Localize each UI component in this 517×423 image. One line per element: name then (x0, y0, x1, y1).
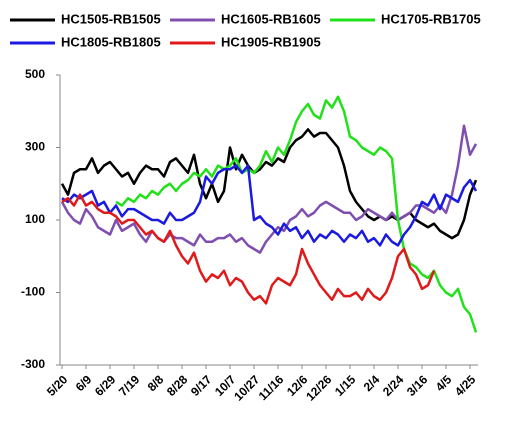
x-tick-label: 11/16 (256, 372, 287, 403)
x-tick-label: 4/25 (452, 372, 479, 399)
y-tick-label: -300 (21, 357, 45, 371)
legend-label: HC1705-RB1705 (381, 11, 481, 26)
x-tick-label: 12/26 (303, 372, 334, 403)
legend-label: HC1805-RB1805 (61, 34, 161, 49)
x-tick-label: 1/15 (332, 372, 359, 399)
series-line (60, 124, 478, 254)
y-tick-label: -100 (21, 285, 45, 299)
legend: HC1505-RB1505 HC1605-RB1605 HC1705-RB1705 H… (10, 11, 481, 49)
x-tick-label: 8/28 (164, 372, 191, 399)
legend-label: HC1905-RB1905 (221, 34, 321, 49)
x-tick-label: 8/8 (145, 372, 167, 394)
x-tick-label: 2/4 (361, 372, 383, 394)
x-tick-label: 4/5 (433, 372, 455, 394)
series-line (115, 95, 478, 333)
x-tick-label: 10/27 (231, 372, 262, 403)
x-tick-label: 9/17 (188, 372, 215, 399)
x-tick-label: 6/29 (92, 372, 119, 399)
legend-label: HC1605-RB1605 (221, 11, 321, 26)
x-tick-label: 5/20 (44, 372, 71, 399)
x-tick-label: 2/24 (380, 372, 407, 399)
y-tick-label: 300 (25, 140, 45, 154)
legend-label: HC1505-RB1505 (61, 11, 161, 26)
x-tick-label: 3/16 (404, 372, 431, 399)
series-line (61, 193, 436, 305)
y-tick-label: 500 (25, 67, 45, 81)
series-line (61, 164, 478, 247)
y-tick-label: 100 (25, 212, 45, 226)
x-tick-label: 6/9 (73, 372, 95, 394)
x-tick-label: 7/19 (116, 372, 143, 399)
